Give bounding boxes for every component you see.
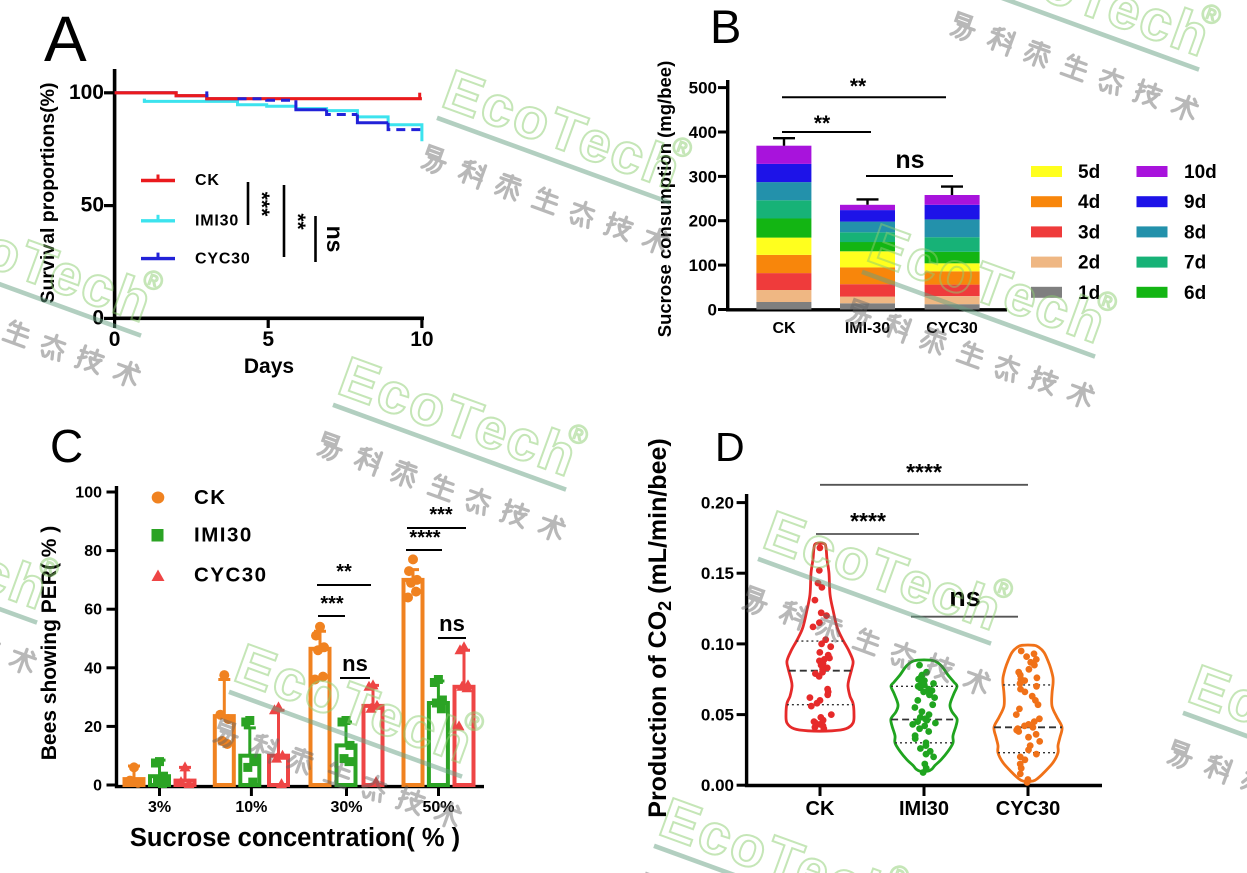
svg-text:2d: 2d bbox=[1078, 253, 1100, 274]
svg-text:0.05: 0.05 bbox=[701, 706, 734, 725]
svg-text:0: 0 bbox=[708, 301, 717, 320]
svg-text:IMI30: IMI30 bbox=[195, 213, 239, 230]
svg-text:**: ** bbox=[814, 112, 831, 135]
svg-text:10: 10 bbox=[410, 328, 433, 351]
svg-text:®: ® bbox=[989, 571, 1017, 606]
svg-text:CYC30: CYC30 bbox=[996, 798, 1060, 820]
svg-text:CYC30: CYC30 bbox=[194, 564, 268, 587]
svg-text:7d: 7d bbox=[1184, 253, 1206, 274]
svg-text:300: 300 bbox=[689, 167, 717, 186]
svg-text:****: **** bbox=[850, 508, 886, 534]
svg-text:C: C bbox=[50, 420, 83, 472]
svg-text:10%: 10% bbox=[235, 799, 267, 816]
svg-text:**: ** bbox=[286, 213, 309, 230]
svg-text:Production of CO2 (mL/min/bee): Production of CO2 (mL/min/bee) bbox=[644, 438, 675, 817]
svg-text:Survival proportions(%): Survival proportions(%) bbox=[37, 82, 59, 303]
svg-text:****: **** bbox=[409, 527, 440, 549]
svg-text:****: **** bbox=[906, 459, 942, 485]
svg-text:0: 0 bbox=[109, 328, 121, 351]
svg-text:5d: 5d bbox=[1078, 162, 1100, 183]
svg-text:CK: CK bbox=[195, 172, 220, 189]
svg-text:IMI-30: IMI-30 bbox=[845, 320, 890, 337]
svg-text:40: 40 bbox=[84, 660, 102, 677]
svg-text:IMI30: IMI30 bbox=[194, 524, 253, 547]
svg-text:ns: ns bbox=[949, 582, 981, 612]
svg-text:60: 60 bbox=[84, 602, 102, 619]
svg-text:CK: CK bbox=[806, 798, 835, 820]
svg-text:100: 100 bbox=[689, 256, 717, 275]
svg-text:3d: 3d bbox=[1078, 222, 1100, 243]
svg-text:9d: 9d bbox=[1184, 192, 1206, 213]
svg-text:**: ** bbox=[336, 561, 352, 583]
svg-text:3%: 3% bbox=[148, 799, 171, 816]
svg-text:200: 200 bbox=[689, 212, 717, 231]
svg-text:20: 20 bbox=[84, 719, 102, 736]
svg-text:10d: 10d bbox=[1184, 162, 1217, 183]
svg-text:6d: 6d bbox=[1184, 283, 1206, 304]
svg-text:®: ® bbox=[35, 550, 63, 585]
svg-text:Sucrose concentration( % ): Sucrose concentration( % ) bbox=[130, 824, 460, 852]
svg-text:®: ® bbox=[668, 130, 696, 165]
svg-text:8d: 8d bbox=[1184, 222, 1206, 243]
svg-text:ns: ns bbox=[342, 651, 368, 676]
svg-text:CK: CK bbox=[194, 486, 227, 509]
svg-text:***: *** bbox=[250, 192, 273, 217]
svg-text:CYC30: CYC30 bbox=[195, 251, 251, 268]
svg-text:Bees showing PER( % ): Bees showing PER( % ) bbox=[38, 526, 61, 761]
svg-text:0.00: 0.00 bbox=[701, 776, 734, 795]
svg-text:100: 100 bbox=[75, 485, 102, 502]
svg-text:80: 80 bbox=[84, 543, 102, 560]
svg-text:**: ** bbox=[850, 75, 867, 98]
svg-text:Days: Days bbox=[244, 355, 294, 378]
svg-text:A: A bbox=[44, 3, 87, 75]
svg-text:ns: ns bbox=[439, 611, 465, 636]
svg-text:ns: ns bbox=[895, 146, 924, 174]
svg-text:®: ® bbox=[1093, 284, 1121, 319]
svg-text:®: ® bbox=[460, 704, 488, 739]
svg-text:D: D bbox=[715, 424, 745, 470]
svg-text:100: 100 bbox=[69, 81, 104, 104]
svg-text:4d: 4d bbox=[1078, 192, 1100, 213]
svg-text:30%: 30% bbox=[330, 799, 362, 816]
svg-text:1d: 1d bbox=[1078, 283, 1100, 304]
svg-text:5: 5 bbox=[262, 328, 274, 351]
svg-text:400: 400 bbox=[689, 123, 717, 142]
svg-text:***: *** bbox=[429, 504, 453, 526]
svg-text:50: 50 bbox=[81, 194, 104, 217]
svg-text:®: ® bbox=[564, 417, 592, 452]
svg-text:ns: ns bbox=[322, 226, 348, 253]
svg-text:IMI30: IMI30 bbox=[899, 798, 949, 820]
svg-text:500: 500 bbox=[689, 79, 717, 98]
svg-text:B: B bbox=[710, 0, 741, 53]
svg-text:CK: CK bbox=[772, 320, 796, 337]
svg-text:0.10: 0.10 bbox=[701, 635, 734, 654]
svg-text:0: 0 bbox=[93, 778, 102, 795]
svg-text:0.15: 0.15 bbox=[701, 564, 734, 583]
svg-text:0.20: 0.20 bbox=[701, 494, 734, 513]
svg-text:***: *** bbox=[320, 593, 344, 615]
svg-text:®: ® bbox=[139, 263, 167, 298]
